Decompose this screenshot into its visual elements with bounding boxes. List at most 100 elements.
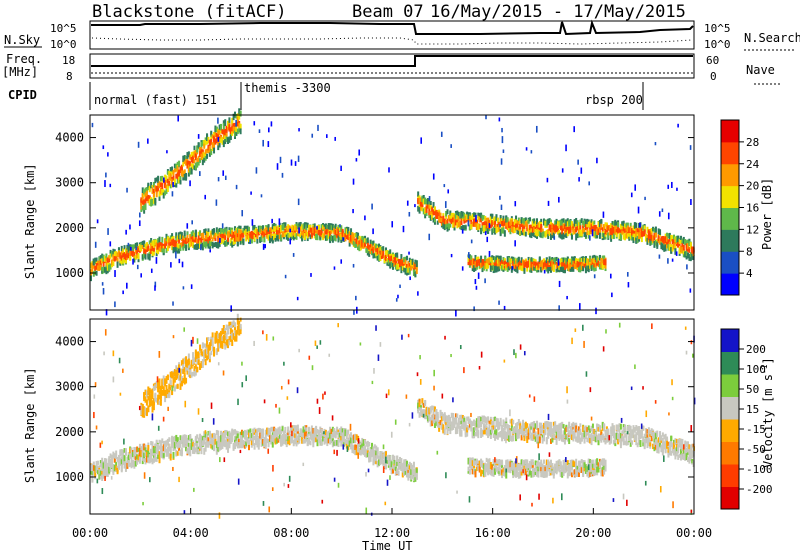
scatter-cell (436, 220, 439, 225)
noise-cell (221, 223, 224, 229)
scatter-cell (173, 178, 176, 185)
scatter-cell (140, 199, 143, 206)
scatter-cell (445, 423, 448, 430)
scatter-cell (141, 206, 144, 211)
scatter-cell (247, 429, 250, 435)
scatter-cell (468, 418, 471, 425)
scatter-cell (463, 417, 466, 423)
scatter-cell (523, 261, 526, 269)
scatter-cell (186, 231, 189, 238)
scatter-cell (306, 433, 309, 438)
scatter-cell (145, 190, 148, 197)
scatter-cell (433, 423, 436, 429)
scatter-cell (130, 457, 133, 462)
scatter-cell (312, 435, 315, 440)
scatter-cell (464, 425, 467, 431)
scatter-cell (512, 256, 515, 264)
scatter-cell (471, 221, 474, 227)
scatter-cell (393, 455, 396, 462)
scatter-cell (454, 417, 457, 422)
scatter-cell (301, 429, 304, 434)
scatter-cell (243, 225, 246, 231)
scatter-cell (178, 237, 181, 244)
scatter-cell (324, 429, 327, 436)
scatter-cell (95, 265, 98, 270)
scatter-cell (580, 263, 583, 270)
scatter-cell (285, 232, 288, 237)
scatter-cell (386, 459, 389, 464)
scatter-cell (436, 212, 439, 220)
scatter-cell (449, 424, 452, 429)
scatter-cell (603, 259, 606, 266)
scatter-cell (187, 164, 190, 172)
noise-cell (391, 221, 394, 228)
scatter-cell (375, 247, 378, 255)
scatter-cell (596, 256, 599, 263)
scatter-cell (449, 210, 452, 216)
scatter-cell (552, 232, 555, 238)
scatter-cell (470, 218, 473, 226)
scatter-cell (215, 242, 218, 248)
noise-cell (317, 124, 319, 131)
scatter-cell (361, 239, 364, 247)
scatter-cell (143, 205, 146, 211)
scatter-cell (691, 246, 694, 252)
scatter-cell (117, 459, 120, 465)
scatter-cell (190, 239, 193, 247)
scatter-cell (498, 421, 501, 428)
scatter-cell (105, 261, 108, 269)
scatter-cell (227, 240, 230, 245)
scatter-cell (173, 163, 176, 169)
scatter-cell (261, 225, 264, 231)
scatter-cell (231, 241, 234, 248)
scatter-cell (558, 229, 561, 237)
date-range: 16/May/2015 - 17/May/2015 (430, 2, 686, 22)
scatter-cell (158, 246, 161, 252)
scatter-cell (305, 435, 308, 441)
colorbar-tick-label: 12 (746, 223, 759, 236)
scatter-cell (273, 426, 276, 432)
scatter-cell (298, 222, 301, 229)
scatter-cell (569, 219, 572, 227)
scatter-cell (162, 441, 165, 446)
scatter-cell (583, 232, 586, 237)
noise-cell (535, 125, 538, 133)
colorbar-tick-label: 8 (746, 245, 753, 258)
noise-cell (290, 159, 293, 166)
scatter-cell (271, 434, 274, 442)
scatter-cell (224, 433, 227, 438)
scatter-cell (351, 444, 354, 451)
scatter-cell (412, 269, 415, 276)
scatter-cell (438, 423, 441, 428)
scatter-cell (176, 178, 179, 184)
scatter-cell (147, 182, 150, 188)
scatter-cell (488, 420, 491, 427)
scatter-cell (529, 423, 532, 431)
noise-cell (573, 126, 575, 133)
noise-cell (689, 288, 692, 293)
scatter-cell (417, 205, 420, 212)
noise-cell (543, 269, 546, 274)
scatter-cell (331, 441, 334, 448)
scatter-cell (330, 235, 333, 242)
scatter-cell (305, 231, 308, 237)
scatter-cell (487, 416, 490, 423)
scatter-cell (652, 226, 655, 232)
noise-cell (260, 194, 263, 198)
scatter-cell (397, 464, 400, 471)
scatter-cell (330, 436, 333, 443)
scatter-cell (524, 433, 527, 439)
scatter-cell (561, 224, 564, 231)
scatter-cell (520, 261, 523, 268)
y-tick-label: 2000 (55, 221, 84, 235)
scatter-cell (150, 247, 153, 255)
scatter-cell (122, 248, 125, 256)
scatter-cell (527, 219, 530, 224)
scatter-cell (348, 440, 351, 447)
scatter-cell (489, 429, 492, 435)
scatter-cell (119, 461, 122, 466)
scatter-cell (182, 442, 185, 448)
scatter-cell (446, 224, 449, 232)
scatter-cell (221, 439, 224, 444)
scatter-cell (284, 433, 287, 440)
